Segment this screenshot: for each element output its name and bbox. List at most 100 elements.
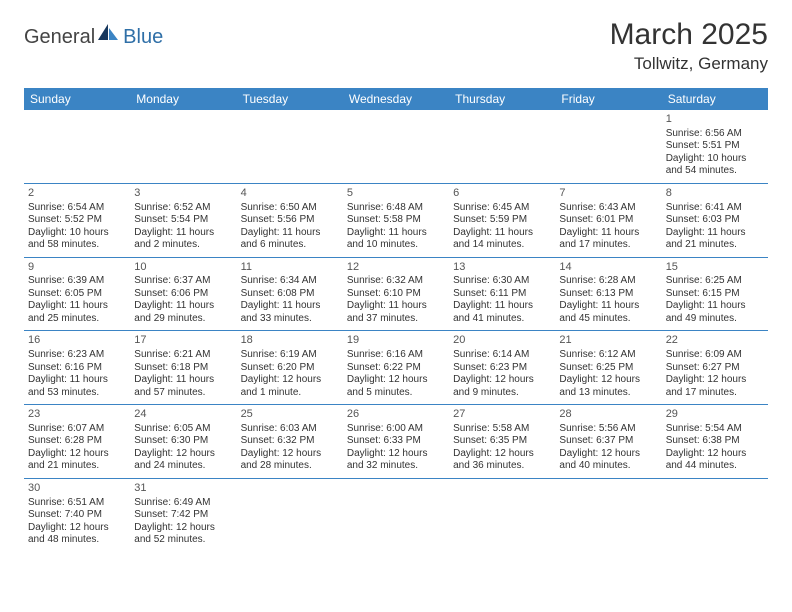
calendar-day-cell: 26Sunrise: 6:00 AMSunset: 6:33 PMDayligh… bbox=[343, 405, 449, 479]
day-number: 31 bbox=[134, 482, 232, 496]
sunrise-text: Sunrise: 6:49 AM bbox=[134, 497, 232, 510]
calendar-day-cell: 18Sunrise: 6:19 AMSunset: 6:20 PMDayligh… bbox=[237, 331, 343, 405]
day-header: Thursday bbox=[449, 88, 555, 110]
sunset-text: Sunset: 7:40 PM bbox=[28, 509, 126, 522]
sunset-text: Sunset: 6:30 PM bbox=[134, 435, 232, 448]
daylight-text: Daylight: 11 hours bbox=[347, 300, 445, 313]
sunset-text: Sunset: 6:27 PM bbox=[666, 362, 764, 375]
daylight-text: Daylight: 11 hours bbox=[666, 227, 764, 240]
daylight-text: and 10 minutes. bbox=[347, 239, 445, 252]
daylight-text: Daylight: 11 hours bbox=[28, 300, 126, 313]
day-number: 25 bbox=[241, 408, 339, 422]
calendar-day-cell: 15Sunrise: 6:25 AMSunset: 6:15 PMDayligh… bbox=[662, 257, 768, 331]
calendar-day-cell: 30Sunrise: 6:51 AMSunset: 7:40 PMDayligh… bbox=[24, 478, 130, 551]
calendar-week-row: 9Sunrise: 6:39 AMSunset: 6:05 PMDaylight… bbox=[24, 257, 768, 331]
title-block: March 2025 Tollwitz, Germany bbox=[610, 18, 768, 74]
day-number: 13 bbox=[453, 261, 551, 275]
sunset-text: Sunset: 6:08 PM bbox=[241, 288, 339, 301]
calendar-day-cell: 10Sunrise: 6:37 AMSunset: 6:06 PMDayligh… bbox=[130, 257, 236, 331]
sunset-text: Sunset: 6:06 PM bbox=[134, 288, 232, 301]
daylight-text: Daylight: 10 hours bbox=[666, 153, 764, 166]
sunset-text: Sunset: 6:37 PM bbox=[559, 435, 657, 448]
logo-text-blue: Blue bbox=[123, 26, 163, 49]
sunrise-text: Sunrise: 6:41 AM bbox=[666, 202, 764, 215]
sunrise-text: Sunrise: 6:52 AM bbox=[134, 202, 232, 215]
sunrise-text: Sunrise: 6:19 AM bbox=[241, 349, 339, 362]
sunset-text: Sunset: 6:25 PM bbox=[559, 362, 657, 375]
daylight-text: Daylight: 11 hours bbox=[134, 300, 232, 313]
month-title: March 2025 bbox=[610, 18, 768, 52]
sunset-text: Sunset: 6:16 PM bbox=[28, 362, 126, 375]
sunrise-text: Sunrise: 6:37 AM bbox=[134, 275, 232, 288]
daylight-text: and 29 minutes. bbox=[134, 313, 232, 326]
day-number: 18 bbox=[241, 334, 339, 348]
day-number: 7 bbox=[559, 187, 657, 201]
calendar-day-cell: 28Sunrise: 5:56 AMSunset: 6:37 PMDayligh… bbox=[555, 405, 661, 479]
day-header: Friday bbox=[555, 88, 661, 110]
daylight-text: and 25 minutes. bbox=[28, 313, 126, 326]
day-number: 16 bbox=[28, 334, 126, 348]
calendar-day-cell: 23Sunrise: 6:07 AMSunset: 6:28 PMDayligh… bbox=[24, 405, 130, 479]
day-number: 30 bbox=[28, 482, 126, 496]
sunrise-text: Sunrise: 6:00 AM bbox=[347, 423, 445, 436]
header-row: General Blue March 2025 Tollwitz, German… bbox=[24, 18, 768, 74]
sunrise-text: Sunrise: 6:23 AM bbox=[28, 349, 126, 362]
sunrise-text: Sunrise: 6:16 AM bbox=[347, 349, 445, 362]
sunrise-text: Sunrise: 6:25 AM bbox=[666, 275, 764, 288]
sunrise-text: Sunrise: 6:12 AM bbox=[559, 349, 657, 362]
calendar-day-cell: 5Sunrise: 6:48 AMSunset: 5:58 PMDaylight… bbox=[343, 183, 449, 257]
day-number: 1 bbox=[666, 113, 764, 127]
daylight-text: Daylight: 11 hours bbox=[453, 227, 551, 240]
day-number: 19 bbox=[347, 334, 445, 348]
sunrise-text: Sunrise: 6:05 AM bbox=[134, 423, 232, 436]
sunrise-text: Sunrise: 6:14 AM bbox=[453, 349, 551, 362]
sunrise-text: Sunrise: 5:58 AM bbox=[453, 423, 551, 436]
logo-text-general: General bbox=[24, 26, 95, 49]
daylight-text: Daylight: 12 hours bbox=[28, 448, 126, 461]
day-number: 17 bbox=[134, 334, 232, 348]
calendar-day-cell: 1Sunrise: 6:56 AMSunset: 5:51 PMDaylight… bbox=[662, 110, 768, 183]
daylight-text: and 49 minutes. bbox=[666, 313, 764, 326]
daylight-text: and 48 minutes. bbox=[28, 534, 126, 547]
sunrise-text: Sunrise: 6:09 AM bbox=[666, 349, 764, 362]
calendar-day-cell: 14Sunrise: 6:28 AMSunset: 6:13 PMDayligh… bbox=[555, 257, 661, 331]
sunset-text: Sunset: 6:15 PM bbox=[666, 288, 764, 301]
sunset-text: Sunset: 6:22 PM bbox=[347, 362, 445, 375]
calendar-day-cell bbox=[343, 110, 449, 183]
daylight-text: Daylight: 11 hours bbox=[559, 300, 657, 313]
daylight-text: and 9 minutes. bbox=[453, 387, 551, 400]
day-number: 28 bbox=[559, 408, 657, 422]
day-number: 21 bbox=[559, 334, 657, 348]
sunset-text: Sunset: 7:42 PM bbox=[134, 509, 232, 522]
day-number: 6 bbox=[453, 187, 551, 201]
daylight-text: Daylight: 12 hours bbox=[28, 522, 126, 535]
daylight-text: and 36 minutes. bbox=[453, 460, 551, 473]
day-header: Tuesday bbox=[237, 88, 343, 110]
sunrise-text: Sunrise: 6:30 AM bbox=[453, 275, 551, 288]
daylight-text: and 57 minutes. bbox=[134, 387, 232, 400]
daylight-text: Daylight: 12 hours bbox=[666, 374, 764, 387]
calendar-day-cell: 9Sunrise: 6:39 AMSunset: 6:05 PMDaylight… bbox=[24, 257, 130, 331]
day-header-row: Sunday Monday Tuesday Wednesday Thursday… bbox=[24, 88, 768, 110]
calendar-day-cell bbox=[130, 110, 236, 183]
daylight-text: and 44 minutes. bbox=[666, 460, 764, 473]
sunset-text: Sunset: 5:58 PM bbox=[347, 214, 445, 227]
calendar-day-cell: 11Sunrise: 6:34 AMSunset: 6:08 PMDayligh… bbox=[237, 257, 343, 331]
calendar-document: General Blue March 2025 Tollwitz, German… bbox=[0, 0, 792, 552]
sunset-text: Sunset: 5:54 PM bbox=[134, 214, 232, 227]
calendar-day-cell: 31Sunrise: 6:49 AMSunset: 7:42 PMDayligh… bbox=[130, 478, 236, 551]
daylight-text: Daylight: 11 hours bbox=[559, 227, 657, 240]
daylight-text: and 21 minutes. bbox=[666, 239, 764, 252]
sunrise-text: Sunrise: 6:21 AM bbox=[134, 349, 232, 362]
daylight-text: Daylight: 12 hours bbox=[347, 374, 445, 387]
calendar-day-cell: 22Sunrise: 6:09 AMSunset: 6:27 PMDayligh… bbox=[662, 331, 768, 405]
calendar-day-cell bbox=[24, 110, 130, 183]
daylight-text: Daylight: 12 hours bbox=[134, 522, 232, 535]
sunrise-text: Sunrise: 5:56 AM bbox=[559, 423, 657, 436]
sunrise-text: Sunrise: 6:48 AM bbox=[347, 202, 445, 215]
calendar-day-cell bbox=[555, 478, 661, 551]
sunset-text: Sunset: 6:38 PM bbox=[666, 435, 764, 448]
calendar-day-cell bbox=[449, 110, 555, 183]
calendar-day-cell: 29Sunrise: 5:54 AMSunset: 6:38 PMDayligh… bbox=[662, 405, 768, 479]
day-header: Monday bbox=[130, 88, 236, 110]
